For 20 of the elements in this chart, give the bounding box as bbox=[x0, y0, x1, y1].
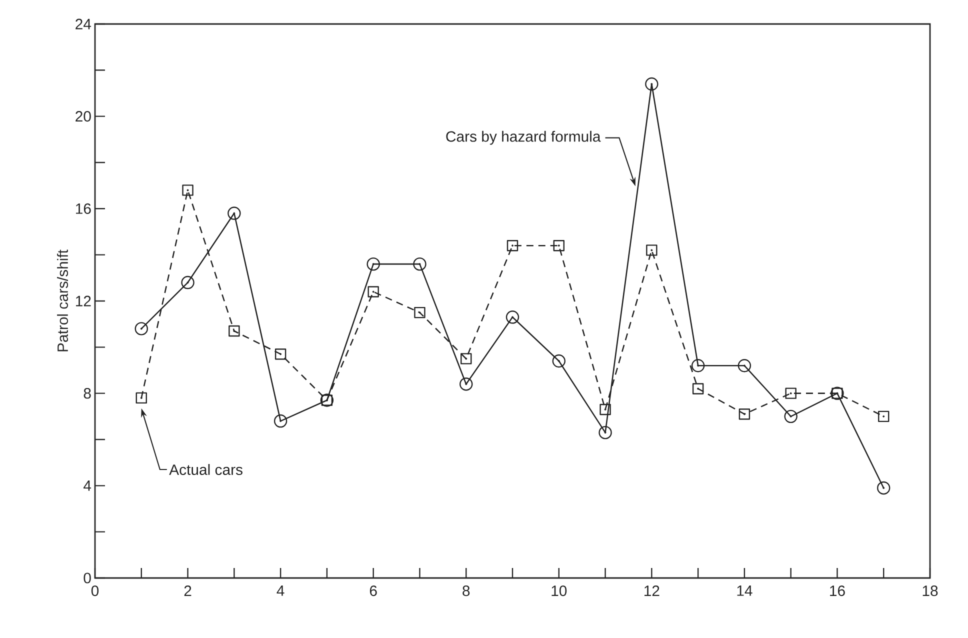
x-tick-label: 4 bbox=[276, 586, 284, 596]
x-tick-label: 0 bbox=[91, 586, 99, 596]
x-tick-label: 12 bbox=[644, 586, 660, 596]
x-tick-label: 2 bbox=[184, 586, 192, 596]
text: Cars by hazard formula bbox=[446, 130, 601, 145]
y-tick-label: 16 bbox=[76, 203, 91, 214]
y-tick-label: 4 bbox=[84, 480, 92, 491]
x-tick-label: 18 bbox=[922, 586, 938, 596]
text: Actual cars bbox=[169, 464, 242, 475]
x-tick-label: 6 bbox=[370, 586, 377, 596]
x-tick-label: 16 bbox=[830, 586, 845, 596]
y-tick-label: 8 bbox=[84, 388, 91, 399]
x-tick-label: 10 bbox=[552, 586, 567, 596]
x-tick-label: 14 bbox=[737, 586, 752, 596]
y-tick-label: 12 bbox=[76, 296, 91, 306]
y-tick-label: 0 bbox=[84, 572, 91, 584]
y-tick-label: 24 bbox=[76, 18, 92, 30]
y-axis-title: Patrol cars/shift bbox=[57, 250, 68, 352]
x-tick-label: 8 bbox=[462, 586, 470, 596]
y-tick-label: 20 bbox=[76, 111, 91, 122]
